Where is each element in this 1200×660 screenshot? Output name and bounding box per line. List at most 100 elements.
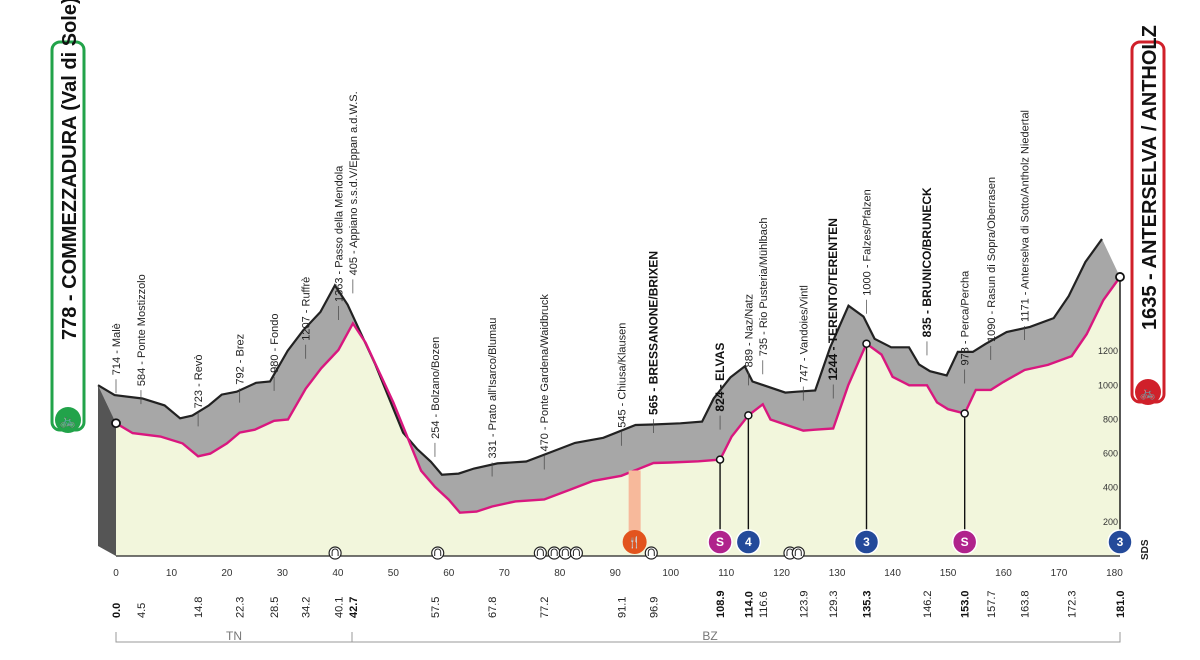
profile-top-edge	[97, 238, 1103, 476]
x-tick-label: 110	[718, 568, 734, 579]
marker-dot	[960, 409, 969, 418]
x-tick-label: 180	[1106, 568, 1123, 579]
km-label: 146.2	[922, 590, 934, 618]
waypoint-label: 1363 - Passo della Mendola	[333, 165, 345, 302]
km-label: 163.8	[1020, 590, 1032, 618]
gpm-badge-label: 3	[863, 535, 870, 549]
x-tick-label: 30	[277, 568, 289, 579]
waypoint-label: 1090 - Rasun di Sopra/Oberrasen	[986, 177, 998, 342]
x-tick-label: 120	[773, 568, 790, 579]
km-label: 129.3	[828, 590, 840, 618]
y-tick-label: 400	[1103, 483, 1118, 493]
waypoint-label: 1000 - Falzes/Pfalzen	[862, 189, 874, 295]
km-label: 114.0	[743, 591, 755, 618]
waypoint-label: 980 - Fondo	[269, 314, 281, 373]
climb-sprint-markers: 🍴 S 4 3 S 3	[111, 272, 1133, 560]
start-label: 778 - COMMEZZADURA (Val di Sole)	[59, 0, 81, 340]
km-label: 57.5	[430, 597, 442, 618]
sprint-badge	[707, 529, 733, 555]
x-tick-label: 10	[166, 568, 178, 579]
waypoint-label: 1171 - Anterselva di Sotto/Antholz Niede…	[1020, 110, 1032, 322]
km-label: 77.2	[539, 597, 551, 618]
start-dot	[111, 418, 121, 429]
finish-cyclist-icon	[1135, 379, 1161, 405]
x-tick-label: 70	[499, 568, 511, 579]
region-bracket-tn	[115, 632, 353, 643]
km-label: 181.0	[1115, 590, 1127, 618]
km-label: 172.3	[1067, 590, 1079, 618]
x-tick-label: 50	[388, 568, 400, 579]
tunnel-icon-arch	[331, 548, 339, 556]
x-tick-label: 130	[829, 568, 846, 579]
waypoint-label: 1207 - Ruffrè	[301, 277, 313, 341]
tunnel-icon-arch	[561, 548, 569, 556]
km-label: 108.9	[715, 590, 727, 618]
waypoint-label: 735 - Rio Pusteria/Mühlbach	[758, 217, 770, 356]
waypoint-label: 565 - BRESSANONE/BRIXEN	[647, 251, 661, 415]
x-tick-label: 160	[995, 568, 1012, 579]
km-label: 14.8	[193, 597, 205, 618]
sprint-badge-label: S	[961, 535, 969, 549]
km-label: 153.0	[960, 590, 972, 618]
waypoint-label: 545 - Chiusa/Klausen	[616, 323, 628, 428]
km-label: 28.5	[269, 597, 281, 618]
x-tick-label: 0	[113, 568, 119, 579]
x-tick-label: 40	[332, 568, 344, 579]
km-label: 123.9	[798, 590, 810, 618]
waypoint-label: 973 - Perca/Percha	[960, 270, 972, 366]
waypoint-label: 405 - Appiano s.s.d.V/Eppan a.d.W.S.	[348, 91, 360, 275]
km-label: 67.8	[487, 597, 499, 618]
y-tick-label: 200	[1103, 517, 1118, 527]
km-label: 91.1	[616, 597, 628, 618]
marker-dot	[715, 455, 725, 464]
x-tick-label: 100	[662, 568, 679, 579]
x-tick-label: 60	[443, 568, 455, 579]
tunnel-icon-arch	[647, 548, 655, 556]
waypoint-label: 331 - Prato all'Isarco/Blumau	[487, 318, 499, 459]
start-cyclist-icon	[55, 407, 81, 433]
waypoint-label: 1244 - TERENTO/TERENTEN	[826, 218, 840, 380]
waypoint-label: 835 - BRUNICO/BRUNECK	[920, 187, 934, 337]
feed-zone-glyph: 🍴	[628, 536, 642, 549]
waypoint-labels: 0.0 714 - Malè 4.5 584 - Ponte Mostizzolo 14…	[111, 91, 1127, 618]
waypoint-label: 584 - Ponte Mostizzolo	[136, 274, 148, 386]
axis-ticks: 200 400 600 800 1000 1200 0 10 20 30 40 50 60 70 80 90 1…	[113, 346, 1123, 579]
km-label: 135.3	[862, 590, 874, 618]
km-label: 22.3	[235, 597, 247, 618]
x-tick-label: 90	[610, 568, 622, 579]
km-label: 40.1	[333, 597, 345, 618]
x-tick-label: 140	[884, 568, 901, 579]
gpm-badge-label: 3	[1117, 535, 1124, 549]
y-tick-label: 1000	[1098, 380, 1118, 390]
finish-label: 1635 - ANTERSELVA / ANTHOLZ	[1139, 25, 1161, 330]
y-tick-label: 1200	[1098, 346, 1118, 356]
tunnel-icon-arch	[572, 548, 580, 556]
km-label: 34.2	[301, 597, 313, 618]
waypoint-label: 254 - Bolzano/Bozen	[430, 337, 442, 439]
tunnel-icon-arch	[794, 548, 802, 556]
km-label: 116.6	[758, 591, 770, 618]
y-tick-label: 800	[1103, 414, 1118, 424]
region-bracket-bz	[352, 632, 1121, 643]
road-line	[115, 276, 1121, 514]
waypoint-label: 470 - Ponte Gardena/Waidbruck	[539, 294, 551, 452]
tunnel-icon-arch	[550, 548, 558, 556]
gpm-badge	[853, 529, 880, 555]
sprint-badge-label: S	[716, 535, 724, 549]
gpm-badge	[735, 529, 762, 555]
y-tick-label: 600	[1103, 449, 1118, 459]
x-tick-label: 20	[221, 568, 233, 579]
sprint-badge	[951, 529, 978, 555]
feed-zone-band	[628, 470, 641, 544]
gpm-badge-label: 4	[745, 535, 752, 549]
waypoint-label: 824 - ELVAS	[713, 343, 727, 412]
profile-grey-band	[98, 239, 1120, 513]
region-label-bz: BZ	[702, 629, 717, 643]
waypoint-label: 792 - Brez	[235, 334, 247, 385]
finish-cyclist-glyph: 🚲	[1140, 385, 1156, 400]
profile-left-wall	[98, 385, 116, 556]
waypoint-label: 714 - Malè	[111, 323, 123, 375]
km-label: 157.7	[986, 590, 998, 618]
waypoint-label: 723 - Revò	[193, 355, 205, 409]
